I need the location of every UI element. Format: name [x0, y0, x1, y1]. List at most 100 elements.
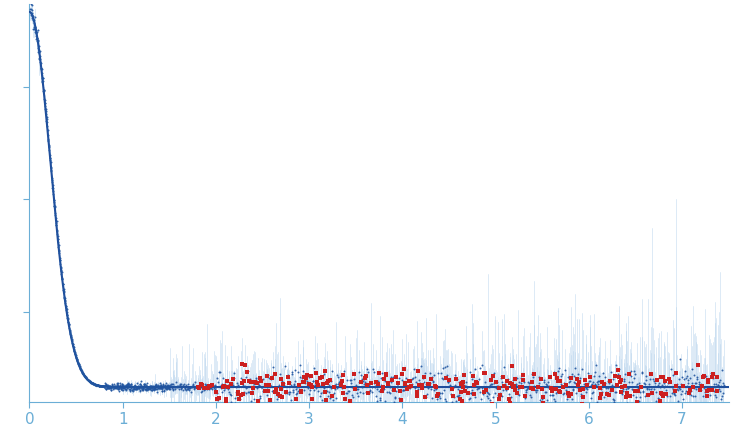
Point — [630, 393, 642, 400]
Point — [115, 385, 127, 392]
Point — [649, 383, 661, 390]
Point — [453, 392, 465, 399]
Point — [452, 385, 464, 392]
Point — [80, 375, 92, 382]
Point — [275, 392, 286, 399]
Point — [685, 387, 697, 394]
Point — [61, 312, 73, 319]
Point — [186, 382, 198, 389]
Point — [209, 386, 221, 393]
Point — [468, 391, 480, 398]
Point — [118, 382, 130, 389]
Point — [162, 383, 174, 390]
Point — [105, 386, 117, 393]
Point — [311, 385, 322, 392]
Point — [79, 372, 91, 379]
Point — [374, 394, 386, 401]
Point — [510, 381, 522, 388]
Point — [179, 384, 191, 391]
Point — [269, 388, 281, 395]
Point — [129, 382, 141, 389]
Point — [498, 364, 510, 371]
Point — [120, 386, 132, 393]
Point — [280, 389, 292, 396]
Point — [156, 387, 168, 394]
Point — [519, 393, 531, 400]
Point — [52, 238, 64, 245]
Point — [153, 383, 165, 390]
Point — [180, 385, 191, 392]
Point — [641, 385, 653, 392]
Point — [163, 382, 175, 389]
Point — [607, 396, 619, 403]
Point — [262, 387, 274, 394]
Point — [197, 384, 209, 391]
Point — [334, 378, 346, 385]
Point — [38, 96, 50, 103]
Point — [429, 382, 441, 389]
Point — [49, 202, 60, 209]
Point — [182, 384, 194, 391]
Point — [525, 385, 537, 392]
Point — [293, 382, 305, 388]
Point — [470, 394, 481, 401]
Point — [345, 380, 357, 387]
Point — [132, 384, 144, 391]
Point — [214, 369, 226, 376]
Point — [615, 378, 626, 385]
Point — [385, 379, 397, 386]
Point — [110, 383, 121, 390]
Point — [331, 384, 343, 391]
Point — [43, 152, 55, 159]
Point — [132, 384, 144, 391]
Point — [586, 380, 598, 387]
Point — [322, 388, 333, 395]
Point — [327, 397, 339, 404]
Point — [712, 381, 724, 388]
Point — [643, 391, 654, 398]
Point — [140, 385, 152, 392]
Point — [112, 379, 124, 386]
Point — [70, 352, 82, 359]
Point — [657, 392, 669, 399]
Point — [311, 378, 323, 385]
Point — [32, 45, 44, 52]
Point — [213, 378, 224, 385]
Point — [178, 384, 190, 391]
Point — [191, 383, 202, 390]
Point — [692, 361, 704, 368]
Point — [128, 383, 140, 390]
Point — [379, 378, 391, 385]
Point — [650, 397, 662, 404]
Point — [40, 99, 52, 106]
Point — [539, 377, 551, 384]
Point — [301, 371, 313, 378]
Point — [577, 385, 589, 392]
Point — [204, 384, 216, 391]
Point — [643, 385, 654, 392]
Point — [291, 384, 303, 391]
Point — [163, 384, 174, 391]
Point — [140, 384, 152, 391]
Point — [572, 381, 584, 388]
Point — [531, 382, 543, 389]
Point — [36, 77, 48, 84]
Point — [350, 383, 361, 390]
Point — [705, 370, 717, 377]
Point — [325, 385, 337, 392]
Point — [203, 382, 215, 389]
Point — [670, 370, 682, 377]
Point — [64, 326, 76, 333]
Point — [396, 376, 408, 383]
Point — [281, 389, 293, 396]
Point — [628, 374, 640, 381]
Point — [575, 391, 587, 398]
Point — [584, 382, 596, 389]
Point — [279, 362, 291, 369]
Point — [618, 375, 630, 382]
Point — [362, 368, 374, 375]
Point — [163, 385, 174, 392]
Point — [688, 371, 700, 378]
Point — [265, 376, 277, 383]
Point — [36, 69, 48, 76]
